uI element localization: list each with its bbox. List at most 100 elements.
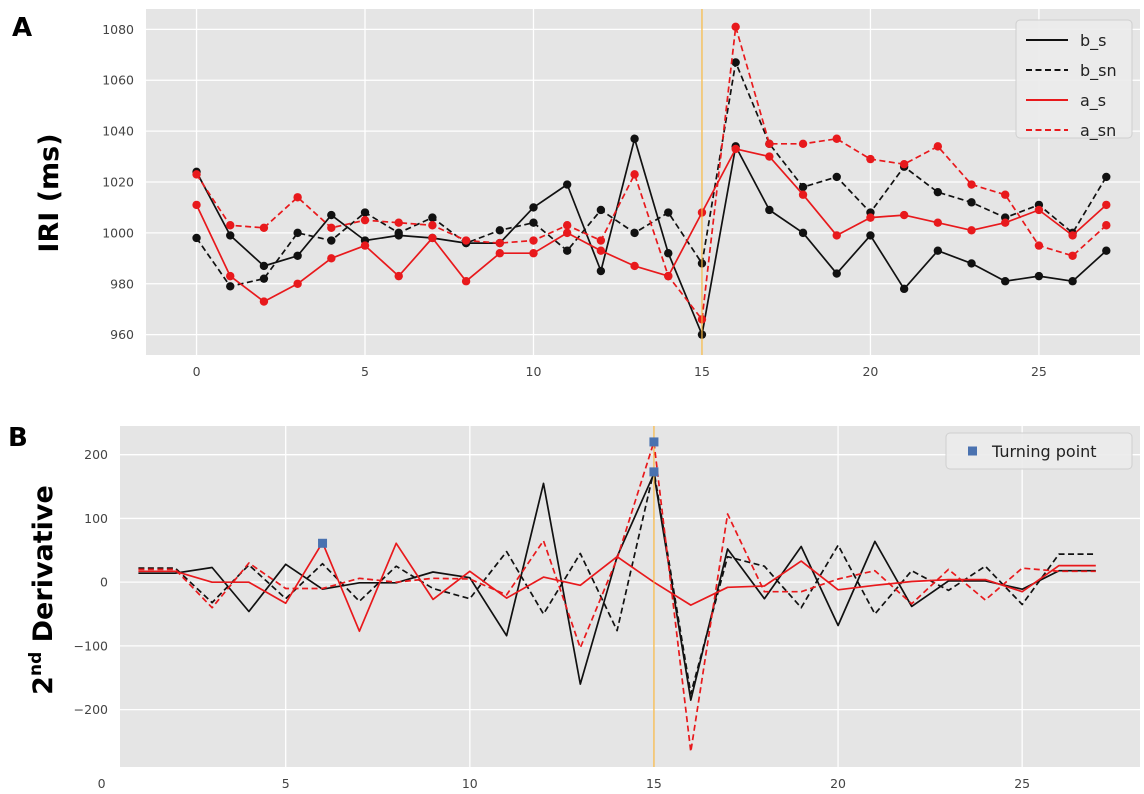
turning-point-marker — [318, 538, 328, 548]
data-point-a_sn — [192, 170, 201, 179]
data-point-b_s — [293, 251, 302, 260]
data-point-b_sn — [1102, 172, 1111, 182]
data-point-a_s — [866, 213, 875, 222]
data-point-b_s — [1034, 271, 1044, 281]
data-point-a_s — [327, 254, 336, 263]
data-point-a_sn — [1001, 190, 1010, 199]
data-point-a_sn — [1034, 241, 1044, 250]
data-point-b_sn — [664, 208, 673, 217]
data-point-b_sn — [293, 228, 302, 238]
data-point-a_sn — [562, 221, 572, 230]
y-axis-label-b-rest: Derivative — [28, 485, 59, 652]
tick-labels-b: 0 5 10 15 20 25 200 100 0 −100 −200 — [74, 447, 1030, 791]
y-tick-label: 1000 — [102, 225, 134, 240]
tick-labels-a: 0 5 10 15 20 25 960 980 1000 1020 1040 1060 1080 — [102, 22, 1047, 379]
x-tick-label: 15 — [694, 364, 710, 379]
data-point-b_s — [832, 269, 841, 278]
legend-label-a_s: a_s — [1080, 91, 1106, 111]
data-point-a_sn — [765, 139, 774, 149]
panel-label-b: B — [8, 423, 28, 453]
y-tick-label: 960 — [110, 327, 134, 342]
x-tick-label: 20 — [862, 364, 878, 379]
data-point-b_s — [765, 205, 774, 215]
x-tick-label: 0 — [98, 776, 106, 791]
panel-label-a: A — [12, 13, 32, 43]
data-point-a_s — [899, 210, 909, 220]
data-point-a_sn — [1102, 221, 1111, 230]
data-point-a_sn — [832, 134, 841, 143]
data-point-a_sn — [664, 271, 673, 281]
data-point-a_s — [394, 271, 403, 281]
data-point-a_sn — [933, 142, 943, 151]
panel-b: B 2nd Derivative 0 5 10 15 20 25 200 100 0 −100 −2… — [8, 423, 1140, 791]
turning-point-marker — [649, 437, 659, 447]
legend-a: b_s b_sn a_s a_sn — [1015, 19, 1133, 141]
legend-box — [1015, 19, 1133, 139]
data-point-a_s — [428, 233, 437, 243]
data-point-b_s — [866, 231, 875, 240]
data-point-a_sn — [866, 154, 875, 164]
data-point-a_s — [562, 228, 572, 238]
series-line-b_s — [195, 137, 1107, 336]
data-point-b_sn — [529, 218, 538, 227]
data-point-a_sn — [798, 139, 808, 149]
data-point-b_sn — [360, 208, 370, 217]
data-point-a_sn — [495, 238, 504, 248]
y-tick-label: 200 — [84, 447, 108, 462]
series-line-a_sn — [195, 25, 1107, 321]
data-point-a_s — [192, 200, 201, 210]
data-point-a_s — [226, 271, 235, 281]
data-point-b_s — [562, 180, 572, 189]
x-tick-label: 5 — [361, 364, 369, 379]
data-point-a_s — [495, 249, 504, 258]
legend-label-a_sn: a_sn — [1080, 121, 1116, 141]
legend-label-turning-point: Turning point — [991, 442, 1097, 461]
data-point-a_sn — [1068, 251, 1077, 260]
data-point-b_s — [1068, 277, 1077, 286]
y-tick-label: 1040 — [102, 124, 134, 139]
legend-label-b_s: b_s — [1080, 31, 1107, 51]
data-point-a_sn — [259, 223, 269, 232]
x-tick-label: 10 — [526, 364, 542, 379]
data-point-a_sn — [461, 236, 471, 245]
x-tick-label: 25 — [1014, 776, 1030, 791]
x-tick-label: 5 — [282, 776, 290, 791]
turning-point-marker — [649, 467, 659, 477]
legend-box — [945, 432, 1133, 470]
y-axis-label-b-sup: nd — [26, 652, 46, 676]
data-point-a_s — [259, 297, 269, 306]
series-line-a_sn — [138, 441, 1096, 753]
data-point-b_s — [596, 266, 606, 276]
data-point-a_s — [596, 246, 606, 255]
data-point-a_s — [630, 261, 639, 271]
data-point-b_s — [798, 228, 808, 238]
legend-label-b_sn: b_sn — [1080, 61, 1117, 81]
data-point-a_s — [731, 144, 740, 154]
y-axis-label-b-main: 2 — [28, 676, 59, 695]
data-point-a_sn — [327, 223, 336, 232]
data-point-b_sn — [259, 274, 269, 283]
data-point-b_sn — [192, 233, 201, 243]
data-point-b_s — [327, 210, 336, 220]
data-point-b_s — [630, 134, 639, 143]
data-point-b_sn — [832, 172, 841, 182]
y-tick-label: 1080 — [102, 22, 134, 37]
data-point-b_sn — [596, 205, 606, 215]
data-point-b_sn — [327, 236, 336, 245]
data-point-a_s — [832, 231, 841, 240]
data-point-b_sn — [562, 246, 572, 255]
y-tick-label: 980 — [110, 276, 134, 291]
data-point-a_sn — [529, 236, 538, 245]
y-tick-label: 0 — [100, 575, 108, 590]
x-tick-label: 20 — [830, 776, 846, 791]
legend-swatch-turning-point — [968, 446, 977, 456]
series-line-a_s — [195, 148, 1107, 303]
y-tick-label: −200 — [74, 702, 108, 717]
data-point-b_s — [967, 259, 976, 268]
data-point-b_s — [529, 203, 538, 212]
x-tick-label: 25 — [1031, 364, 1047, 379]
y-tick-label: −100 — [74, 638, 108, 653]
data-point-b_sn — [630, 228, 639, 238]
data-point-a_sn — [226, 221, 235, 230]
x-tick-label: 0 — [193, 364, 201, 379]
